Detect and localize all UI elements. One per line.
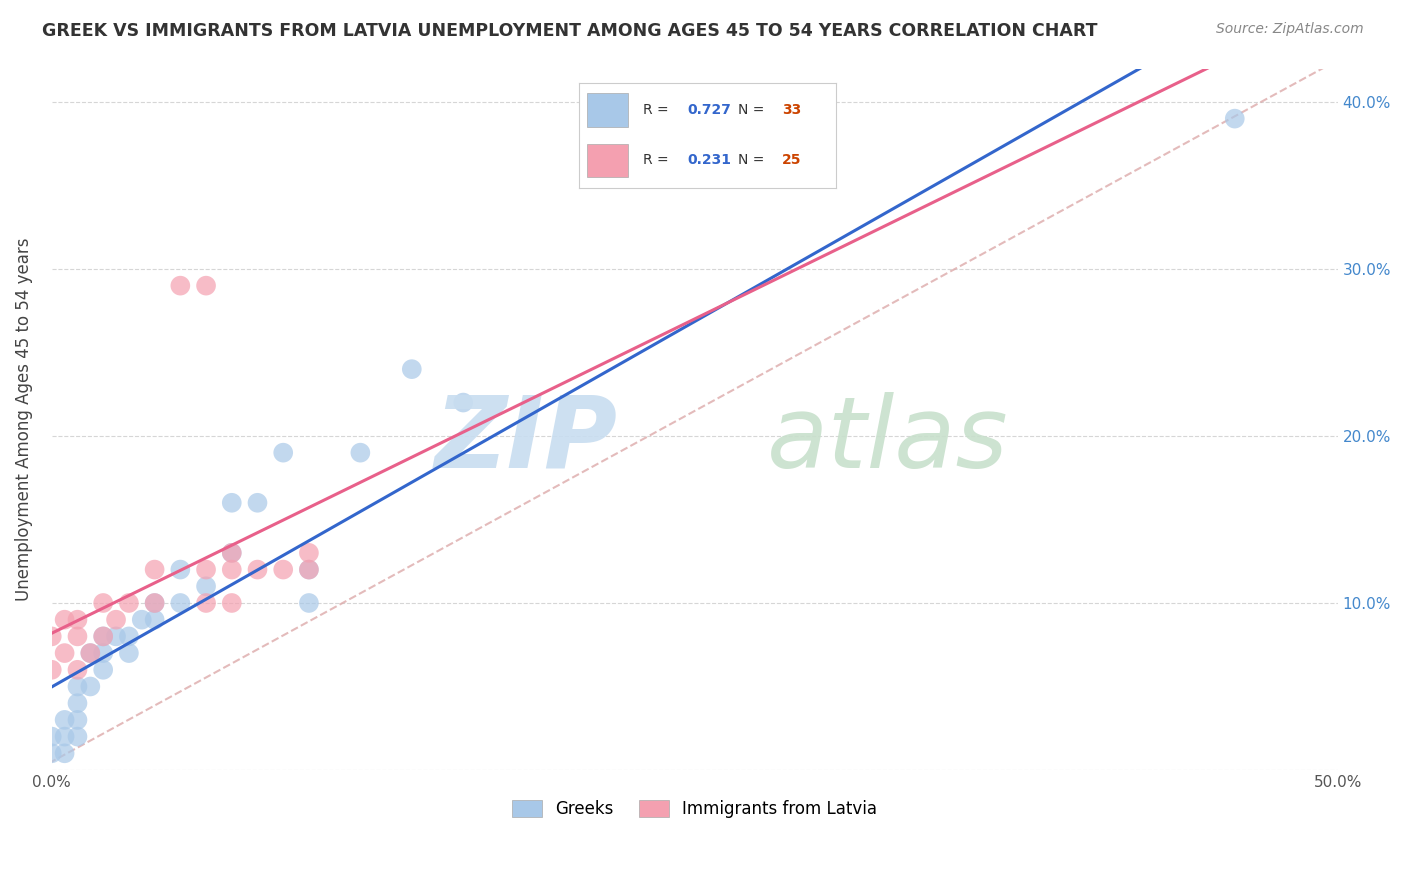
Point	[118, 629, 141, 643]
Point	[143, 596, 166, 610]
Point	[91, 646, 114, 660]
Point	[221, 546, 243, 560]
Point	[66, 730, 89, 744]
Point	[53, 747, 76, 761]
Text: Source: ZipAtlas.com: Source: ZipAtlas.com	[1216, 22, 1364, 37]
Point	[195, 596, 218, 610]
Point	[41, 730, 63, 744]
Point	[195, 563, 218, 577]
Point	[66, 713, 89, 727]
Point	[79, 680, 101, 694]
Point	[41, 747, 63, 761]
Point	[79, 646, 101, 660]
Point	[221, 496, 243, 510]
Point	[91, 629, 114, 643]
Y-axis label: Unemployment Among Ages 45 to 54 years: Unemployment Among Ages 45 to 54 years	[15, 237, 32, 601]
Point	[143, 563, 166, 577]
Point	[66, 680, 89, 694]
Point	[221, 596, 243, 610]
Point	[91, 629, 114, 643]
Point	[195, 579, 218, 593]
Point	[195, 278, 218, 293]
Text: atlas: atlas	[766, 392, 1008, 489]
Point	[246, 496, 269, 510]
Point	[105, 613, 128, 627]
Point	[91, 663, 114, 677]
Point	[221, 563, 243, 577]
Point	[298, 563, 321, 577]
Point	[53, 613, 76, 627]
Point	[221, 546, 243, 560]
Point	[105, 629, 128, 643]
Point	[131, 613, 153, 627]
Text: GREEK VS IMMIGRANTS FROM LATVIA UNEMPLOYMENT AMONG AGES 45 TO 54 YEARS CORRELATI: GREEK VS IMMIGRANTS FROM LATVIA UNEMPLOY…	[42, 22, 1098, 40]
Point	[271, 445, 294, 459]
Point	[53, 646, 76, 660]
Point	[298, 596, 321, 610]
Point	[143, 596, 166, 610]
Legend: Greeks, Immigrants from Latvia: Greeks, Immigrants from Latvia	[506, 793, 884, 825]
Point	[169, 596, 191, 610]
Point	[66, 613, 89, 627]
Point	[66, 663, 89, 677]
Point	[169, 278, 191, 293]
Point	[79, 646, 101, 660]
Point	[53, 730, 76, 744]
Point	[66, 629, 89, 643]
Point	[169, 563, 191, 577]
Point	[451, 395, 474, 409]
Point	[118, 596, 141, 610]
Point	[246, 563, 269, 577]
Point	[41, 629, 63, 643]
Point	[91, 596, 114, 610]
Point	[298, 546, 321, 560]
Point	[349, 445, 371, 459]
Point	[1223, 112, 1246, 126]
Point	[66, 696, 89, 710]
Point	[298, 563, 321, 577]
Point	[53, 713, 76, 727]
Point	[271, 563, 294, 577]
Point	[41, 663, 63, 677]
Point	[401, 362, 423, 376]
Point	[143, 613, 166, 627]
Point	[118, 646, 141, 660]
Text: ZIP: ZIP	[434, 392, 617, 489]
